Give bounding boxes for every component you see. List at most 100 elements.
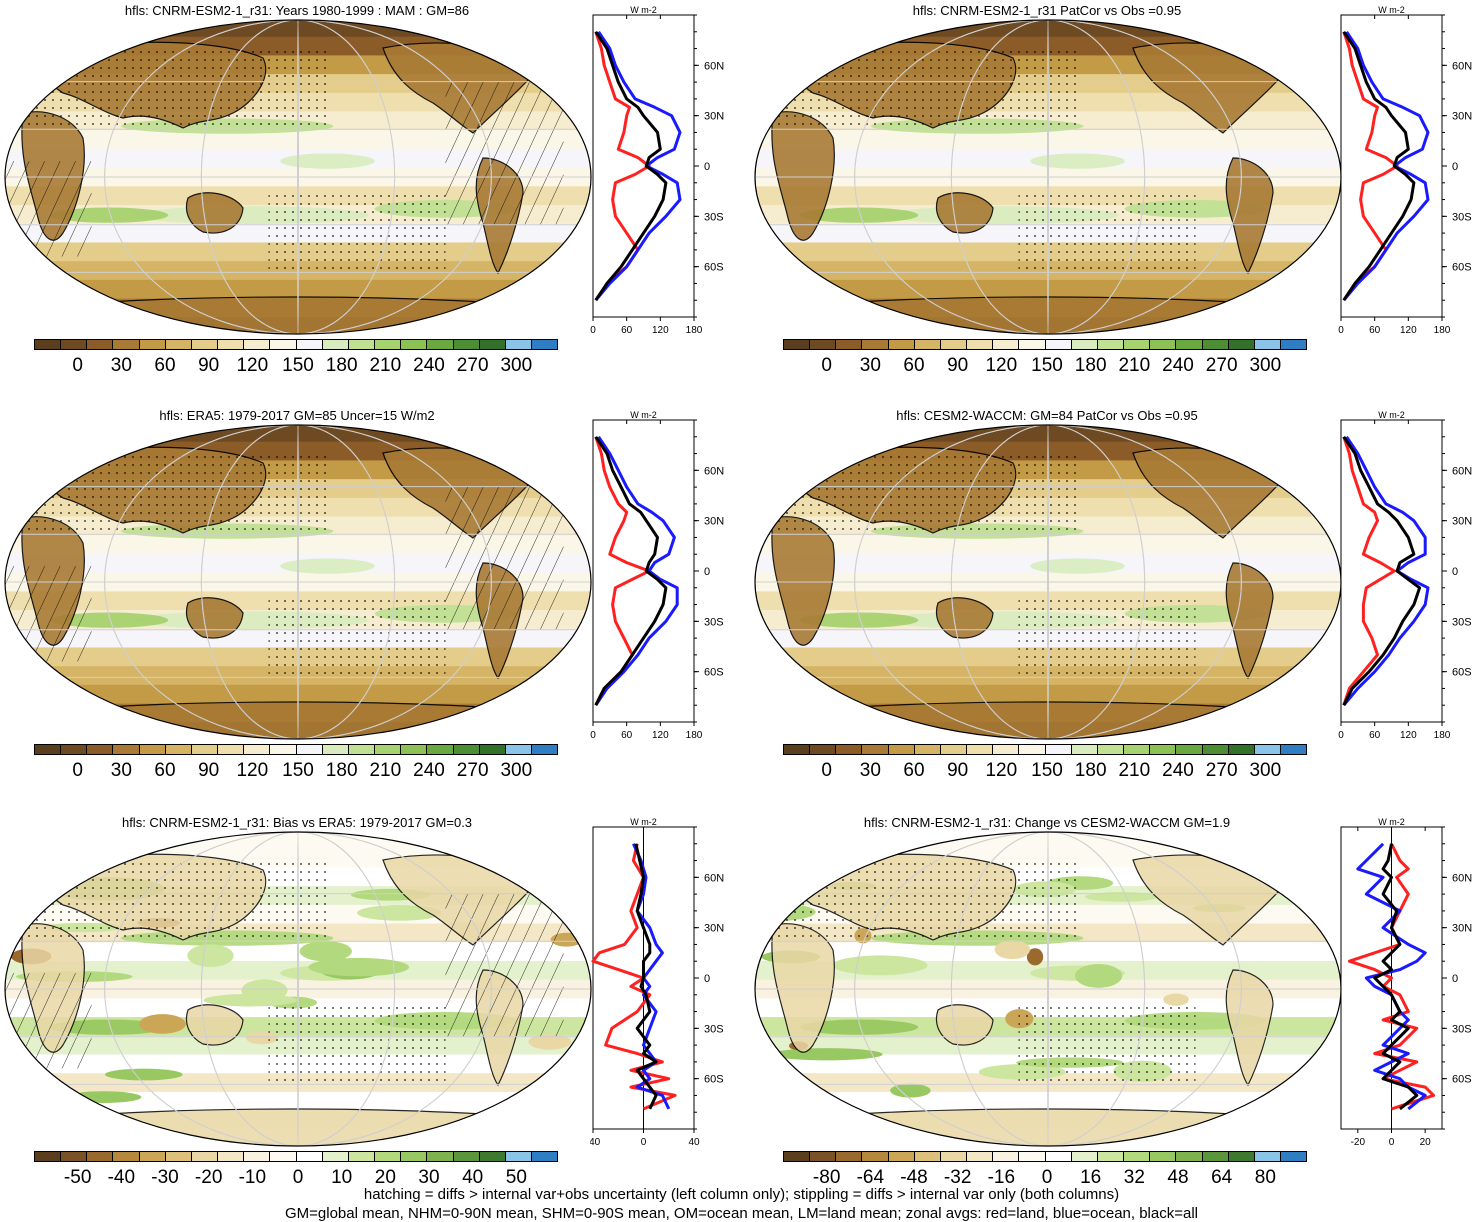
zonal-lat-tick-label: 60S (1452, 1074, 1472, 1086)
zonal-lat-tick-label: 30S (1452, 616, 1472, 628)
colorbar-swatch (967, 340, 994, 349)
colorbar-swatch (888, 340, 915, 349)
colorbar-swatch (139, 340, 166, 349)
colorbar-swatch (784, 1152, 811, 1161)
panel-title: hfls: ERA5: 1979-2017 GM=85 Uncer=15 W/m… (159, 408, 435, 423)
zonal-lat-tick-label: 30S (1452, 211, 1472, 223)
zonal-value-tick-label: -20 (1351, 1137, 1366, 1148)
colorbar-swatch (1124, 745, 1151, 754)
colorbar-swatch (244, 340, 271, 349)
panel-title: hfls: CESM2-WACCM: GM=84 PatCor vs Obs =… (896, 408, 1198, 423)
zonal-lat-tick-label: 60S (704, 667, 724, 679)
colorbar-swatch (296, 340, 323, 349)
colorbar-swatch (244, 1152, 271, 1161)
colorbar-swatch (531, 1152, 558, 1161)
colorbar-swatch (244, 745, 271, 754)
zonal-value-tick-label: 0 (1338, 730, 1344, 741)
colorbar-swatch (87, 745, 114, 754)
colorbar-swatch (836, 1152, 863, 1161)
colorbar-swatch (784, 340, 811, 349)
colorbar-swatch (61, 1152, 88, 1161)
colorbar-swatch (191, 1152, 219, 1161)
zonal-series-red (1342, 436, 1396, 706)
colorbar-tick-label: 90 (198, 355, 220, 376)
colorbar-swatch (888, 1152, 915, 1161)
zonal-mean-plot: W m-2 60N 30N 0 30S 60S -40 0 40 (590, 817, 724, 1148)
colorbar-tick-label: -10 (238, 1167, 267, 1188)
zonal-lat-tick-label: 60N (704, 465, 724, 477)
zonal-series-blue (594, 30, 682, 302)
colorbar-swatch (1280, 1152, 1307, 1161)
colorbar-swatch (1176, 340, 1203, 349)
zonal-series-black (1342, 30, 1416, 302)
colorbar-tick-label: 240 (413, 760, 445, 781)
colorbar-swatch (784, 745, 811, 754)
zonal-lat-tick-label: 60S (1452, 262, 1472, 274)
world-map (754, 424, 1342, 740)
colorbar-tick-label: 90 (947, 355, 969, 376)
colorbar-tick-label: 30 (110, 355, 132, 376)
colorbar-tick-label: 30 (110, 760, 132, 781)
zonal-lat-tick-label: 60N (1452, 60, 1472, 72)
colorbar-swatch (1150, 745, 1177, 754)
zonal-value-tick-label: 180 (686, 730, 703, 741)
zonal-value-tick-label: 0 (1389, 1137, 1395, 1148)
colorbar-swatch (1202, 745, 1229, 754)
colorbar-swatch (914, 1152, 941, 1161)
zonal-lat-tick-label: 30N (704, 516, 724, 528)
zonal-series-black (634, 843, 658, 1110)
colorbar-tick-label: 10 (331, 1167, 353, 1188)
colorbar-tick-label: 270 (456, 355, 489, 376)
colorbar-swatch (375, 1152, 402, 1161)
colorbar-swatch (836, 340, 863, 349)
zonal-series-red (1342, 31, 1399, 302)
colorbar-tick-label: 80 (1254, 1167, 1276, 1188)
colorbar-swatch (1071, 1152, 1098, 1161)
zonal-value-tick-label: -40 (590, 1137, 601, 1148)
zonal-series-red (594, 436, 651, 706)
colorbar-tick-label: 120 (985, 355, 1018, 376)
zonal-units-label: W m-2 (1378, 410, 1405, 420)
panel-title: hfls: CNRM-ESM2-1_r31: Years 1980-1999 :… (124, 3, 470, 18)
colorbar-swatch (113, 745, 140, 754)
zonal-series-black (1342, 435, 1422, 706)
colorbar-swatch (270, 340, 297, 349)
colorbar-tick-label: 60 (903, 760, 925, 781)
world-map (4, 424, 592, 740)
colorbar-swatch (1280, 340, 1307, 349)
panel-title: hfls: CNRM-ESM2-1_r31: Change vs CESM2-W… (863, 815, 1231, 830)
colorbar-swatch (270, 1152, 297, 1161)
colorbar-tick-label: 90 (198, 760, 220, 781)
zonal-lat-tick-label: 60N (1452, 872, 1472, 884)
colorbar-tick-label: 300 (1249, 355, 1282, 376)
colorbar-tick-label: -40 (107, 1167, 136, 1188)
zonal-lat-tick-label: 60S (704, 262, 724, 274)
zonal-units-label: W m-2 (630, 5, 657, 15)
colorbar-swatch (296, 1152, 323, 1161)
zonal-lat-tick-label: 30S (704, 616, 724, 628)
zonal-lat-tick-label: 60N (1452, 465, 1472, 477)
colorbar-tick-label: 210 (1118, 760, 1151, 781)
colorbar-tick-label: 270 (1205, 760, 1238, 781)
colorbar-swatch (505, 340, 532, 349)
colorbar-swatch (453, 745, 480, 754)
colorbar-tick-label: 270 (456, 760, 489, 781)
colorbar-swatch (1045, 340, 1072, 349)
colorbar-swatch (993, 1152, 1020, 1161)
colorbar-swatch (1280, 745, 1307, 754)
colorbar-swatch (87, 1152, 114, 1161)
footer-note-hatching: hatching = diffs > internal var+obs unce… (363, 1186, 1120, 1203)
zonal-series-black (1373, 843, 1419, 1111)
colorbar-tick-label: -30 (151, 1167, 179, 1188)
colorbar-swatch (993, 745, 1020, 754)
colorbar-tick-label: 50 (505, 1167, 527, 1188)
colorbar-swatch (967, 745, 994, 754)
colorbar-swatch (1228, 1152, 1255, 1161)
colorbar-tick-label: 0 (72, 760, 83, 781)
colorbar-swatch (1202, 340, 1229, 349)
colorbar-tick-label: 270 (1205, 355, 1238, 376)
colorbar-swatch (914, 745, 941, 754)
colorbar-swatch (348, 1152, 376, 1161)
colorbar-swatch (531, 340, 558, 349)
zonal-lat-tick-label: 60S (1452, 667, 1472, 679)
